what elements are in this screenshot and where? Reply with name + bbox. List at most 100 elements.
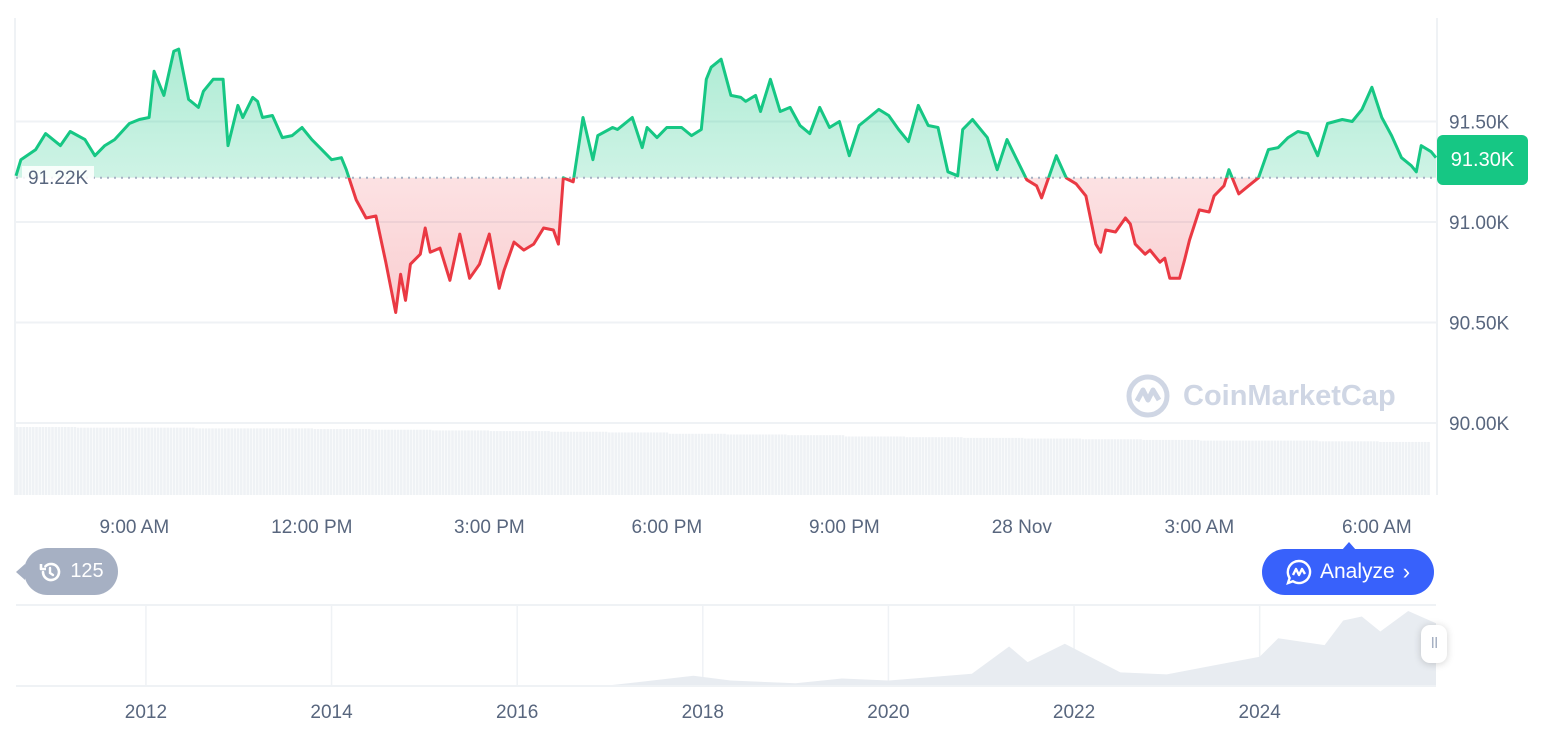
volume-bar — [515, 431, 518, 495]
volume-bar — [1356, 441, 1360, 495]
volume-bar — [1027, 438, 1030, 495]
volume-bar — [534, 431, 537, 495]
volume-bar — [432, 430, 435, 495]
volume-bar — [80, 427, 83, 495]
volume-bar — [492, 431, 496, 495]
volume-bar — [1011, 437, 1014, 495]
volume-bar — [1139, 439, 1142, 495]
volume-bar — [252, 428, 256, 495]
navigator[interactable]: 2012 2014 2016 2018 2020 2022 2024 — [16, 604, 1436, 723]
volume-bar — [816, 435, 819, 495]
volume-bar — [364, 429, 368, 495]
volume-bar — [345, 429, 349, 495]
volume-bar — [137, 427, 141, 495]
volume-bar — [1100, 439, 1104, 495]
volume-bar — [956, 437, 960, 495]
volume-bar — [1324, 441, 1328, 495]
analyze-label: Analyze — [1319, 560, 1395, 583]
volume-bar — [912, 437, 915, 495]
volume-bar — [953, 437, 957, 495]
price-line-up — [14, 47, 1438, 178]
volume-bar — [937, 437, 941, 495]
volume-bar — [172, 427, 176, 495]
volume-bar — [1286, 440, 1289, 495]
volume-bar — [1107, 439, 1110, 495]
volume-bar — [1427, 441, 1430, 495]
chevron-right-icon: › — [1402, 559, 1411, 584]
volume-bar — [924, 437, 928, 495]
volume-bar — [211, 428, 214, 495]
volume-bar — [163, 427, 166, 495]
current-price-badge: 91.30K — [1437, 135, 1528, 185]
volume-bar — [1267, 440, 1270, 495]
volume-bar — [348, 429, 352, 495]
volume-bar — [806, 435, 809, 495]
volume-bar — [422, 429, 425, 495]
volume-bar — [326, 429, 329, 495]
volume-bar — [1225, 440, 1229, 495]
volume-bar — [614, 432, 617, 495]
volume-bar — [755, 434, 758, 495]
volume-bar — [1228, 440, 1232, 495]
volume-bar — [1353, 441, 1357, 495]
coinmarketcap-chat-icon — [1286, 559, 1312, 585]
volume-bar — [646, 432, 649, 495]
volume-bar — [1116, 439, 1120, 495]
volume-bar — [1177, 439, 1181, 495]
volume-bar — [67, 427, 70, 495]
volume-bar — [1244, 440, 1248, 495]
volume-bar — [115, 427, 118, 495]
volume-bar — [851, 436, 854, 495]
watermark-text: CoinMarketCap — [1183, 379, 1396, 412]
volume-bar — [768, 434, 771, 495]
volume-bar — [963, 437, 966, 495]
volume-bar — [192, 427, 195, 495]
analyze-button[interactable]: Analyze › — [1262, 542, 1434, 595]
volume-bar — [1299, 440, 1302, 495]
volume-bar — [99, 427, 102, 495]
volume-bar — [1040, 438, 1043, 495]
volume-bar — [1091, 439, 1094, 495]
volume-bar — [572, 431, 576, 495]
y-axis: 91.50K 91.00K 90.50K 90.00K — [1449, 113, 1510, 436]
volume-bar — [483, 430, 486, 495]
volume-bar — [1331, 441, 1334, 495]
volume-bar — [131, 427, 134, 495]
volume-bar — [1180, 439, 1184, 495]
volume-bar — [102, 427, 105, 495]
volume-bar — [406, 429, 409, 495]
volume-bar — [1312, 440, 1315, 495]
navigator-handle[interactable]: II — [1421, 625, 1447, 663]
volume-bar — [412, 429, 416, 495]
volume-bar — [1043, 438, 1046, 495]
volume-bar — [825, 435, 829, 495]
volume-bar — [502, 431, 505, 495]
volume-bar — [585, 431, 589, 495]
volume-bar — [1049, 438, 1053, 495]
volume-bar — [803, 435, 806, 495]
volume-bar — [985, 437, 989, 495]
volume-bar — [256, 428, 259, 495]
volume-bar — [160, 427, 163, 495]
volume-bar — [576, 431, 579, 495]
volume-bar — [787, 435, 790, 495]
volume-bar — [1072, 438, 1075, 495]
y-tick-label: 90.00K — [1449, 414, 1510, 435]
history-button[interactable]: 125 — [16, 548, 118, 595]
volume-bar — [979, 437, 982, 495]
volume-bar — [1164, 439, 1168, 495]
volume-bar — [374, 429, 377, 495]
volume-bar — [1110, 439, 1113, 495]
volume-bar — [512, 431, 515, 495]
volume-bar — [1283, 440, 1286, 495]
volume-bar — [246, 428, 249, 495]
volume-bar — [1145, 439, 1149, 495]
volume-bar — [278, 428, 281, 495]
volume-bar — [486, 430, 489, 495]
volume-bar — [128, 427, 131, 495]
volume-bar — [1292, 440, 1296, 495]
volume-bar — [627, 432, 630, 495]
volume-bar — [544, 431, 547, 495]
volume-bar — [1184, 439, 1187, 495]
